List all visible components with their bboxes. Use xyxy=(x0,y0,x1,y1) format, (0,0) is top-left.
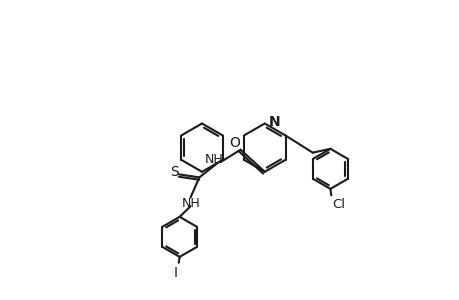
Text: Cl: Cl xyxy=(331,198,344,211)
Text: O: O xyxy=(229,136,240,150)
Text: S: S xyxy=(169,165,178,179)
Text: NH: NH xyxy=(182,197,201,210)
Text: I: I xyxy=(174,266,178,280)
Text: NH: NH xyxy=(204,153,223,166)
Text: N: N xyxy=(268,115,280,129)
